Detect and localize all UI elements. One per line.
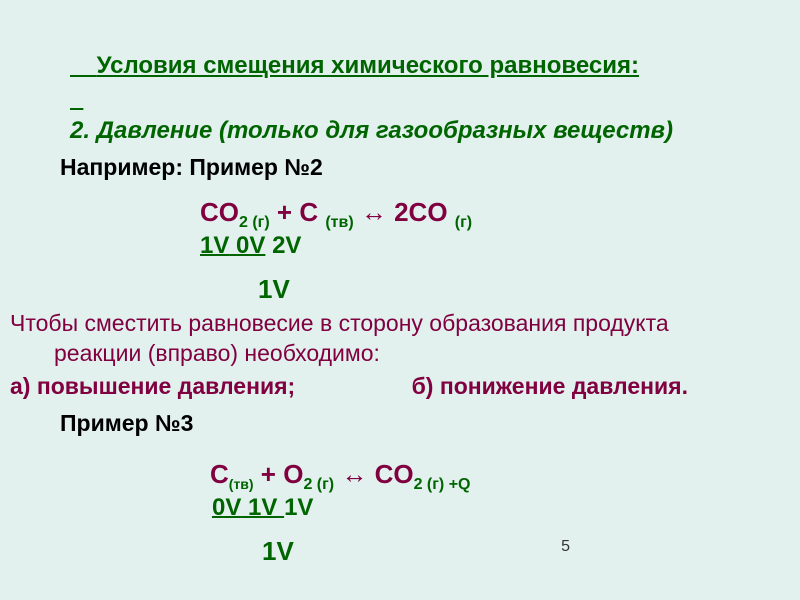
eq1-lhs1-sub: 2 (г) [239,214,270,231]
page-number: 5 [561,538,570,556]
body-text: Чтобы сместить равновесие в сторону обра… [10,309,800,369]
title-line-1: Условия смещения химического равновесия: [70,18,800,115]
title-colon: : [631,52,639,79]
volumes-row-1: 1V 0V 2V [200,232,800,260]
eq1-lhs2-sub: (тв) [325,214,353,231]
eq1-plus: + [270,197,300,227]
title-text-1: Условия смещения химического равновесия [97,52,631,79]
body-line-1: Чтобы сместить равновесие в сторону обра… [10,310,669,336]
vol1-v3: 2V [272,232,301,259]
eq2-lhs2: O [283,459,303,489]
sum-row-2: 1V [262,536,800,567]
example-2-heading: Например: Пример №2 [60,154,800,181]
eq2-rhs-sub: 2 (г) +Q [414,476,471,493]
volumes-row-2: 0V 1V 1V [212,494,800,522]
vol1-v1: 1V [200,232,229,259]
title-line-2: 2. Давление (только для газообразных вещ… [70,115,800,147]
eq2-arrow: ↔ [334,459,374,489]
equation-1: CO2 (г) + C (тв) ↔ 2CO (г) [200,197,800,232]
vol2-left: 0V 1V [212,494,284,521]
option-b: б) понижение давления. [412,373,688,400]
vol1-left: 1V 0V [200,232,265,259]
sum-row-1: 1V [258,274,800,305]
vol2-v2: 1V [248,494,284,521]
slide: Условия смещения химического равновесия:… [0,0,800,600]
eq1-rhs-sub: (г) [455,214,472,231]
eq2-lhs2-sub: 2 (г) [303,476,334,493]
vol2-v3: 1V [284,494,313,521]
eq1-arrow: ↔ [354,197,394,227]
options-row: а) повышение давления; б) понижение давл… [10,373,800,400]
eq1-lhs1: CO [200,197,239,227]
eq1-rhs: 2CO [394,197,455,227]
equation-2: C(тв) + O2 (г) ↔ CO2 (г) +Q [210,459,800,494]
eq1-lhs2: C [299,197,325,227]
vol1-v2: 0V [236,232,265,259]
example-3-heading: Пример №3 [60,410,800,437]
eq2-lhs1: C [210,459,229,489]
body-line-2: реакции (вправо) необходимо: [54,339,800,369]
eq2-rhs: CO [375,459,414,489]
option-a: а) повышение давления; [10,373,295,400]
eq2-plus: + [254,459,284,489]
vol2-v1: 0V [212,494,241,521]
eq2-lhs1-sub: (тв) [229,476,254,492]
